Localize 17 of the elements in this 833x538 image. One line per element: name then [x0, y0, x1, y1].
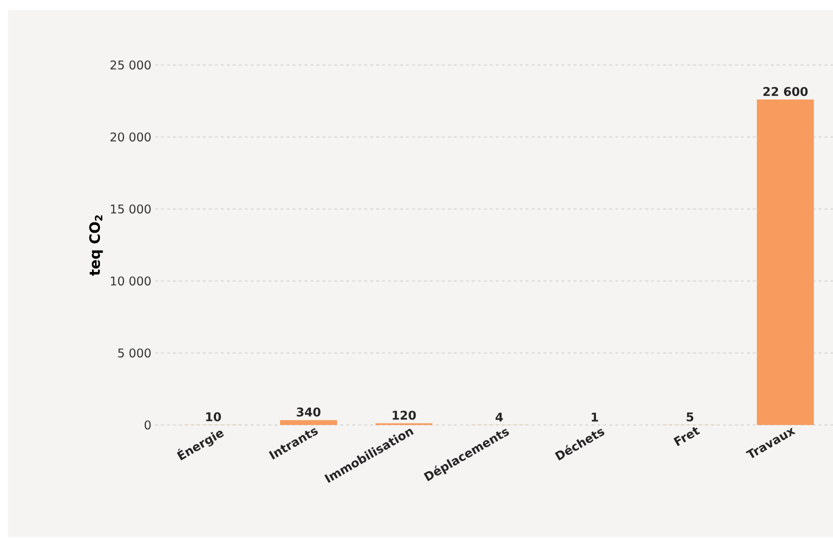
data-label: 340 [296, 408, 320, 417]
bar [756, 100, 814, 425]
y-tick-label: 15 000 [110, 204, 151, 214]
y-tick-label: 25 000 [110, 60, 151, 70]
data-label: 5 [686, 412, 694, 422]
data-label: 4 [496, 412, 503, 422]
data-label: 22 600 [763, 86, 808, 96]
y-tick-label: 10 000 [110, 276, 151, 286]
data-label: 1 [592, 412, 598, 422]
x-tick-label: Fret [674, 427, 700, 446]
data-label: 10 [206, 412, 221, 422]
y-tick-label: 0 [144, 420, 151, 430]
data-label: 120 [392, 410, 416, 420]
y-tick-label: 5 000 [118, 348, 151, 358]
bar [280, 420, 338, 425]
y-axis-title: teq CO$_{2}$ [89, 215, 103, 276]
y-tick-label: 20 000 [110, 132, 151, 142]
